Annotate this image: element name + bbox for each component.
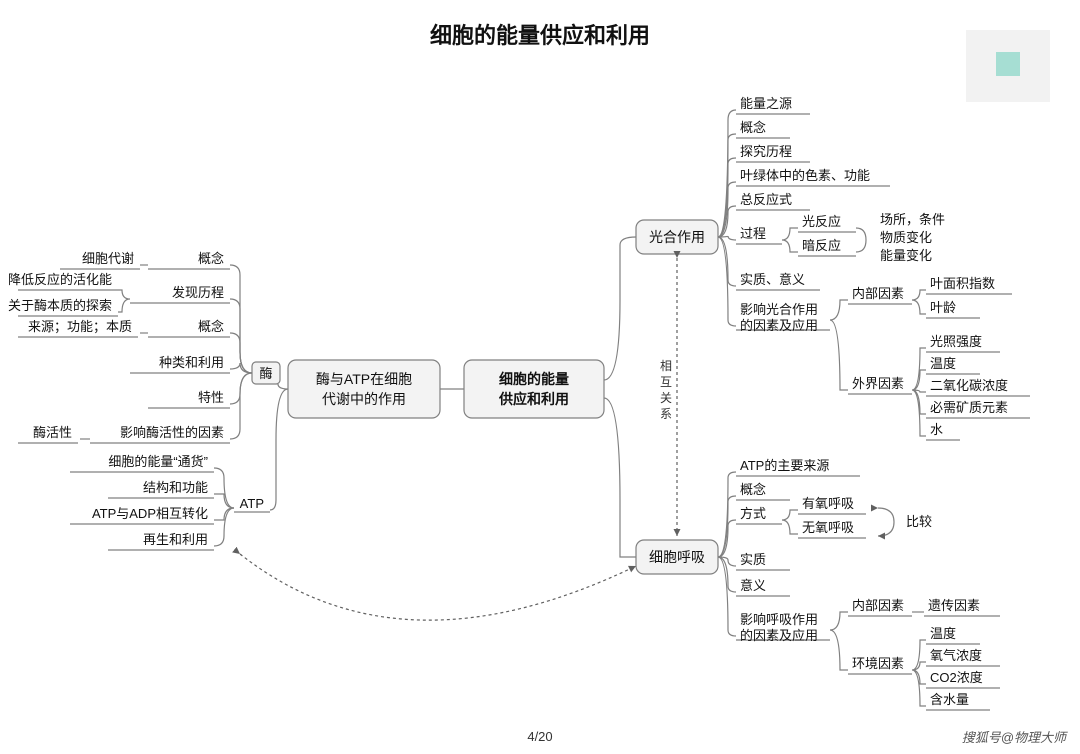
svg-text:概念: 概念 xyxy=(740,482,766,497)
enzyme-label: 酶 xyxy=(259,366,272,381)
svg-text:细胞代谢: 细胞代谢 xyxy=(82,251,134,266)
enz-i2: 发现历程 xyxy=(172,285,224,300)
svg-text:来源；功能；本质: 来源；功能；本质 xyxy=(28,319,132,335)
svg-text:必需矿质元素: 必需矿质元素 xyxy=(930,400,1008,415)
atp-i1: 细胞的能量“通货” xyxy=(108,454,208,469)
svg-text:温度: 温度 xyxy=(930,626,956,641)
svg-text:物质变化: 物质变化 xyxy=(880,230,932,245)
svg-text:概念: 概念 xyxy=(740,120,766,135)
enz-i6: 影响酶活性的因素 xyxy=(120,425,224,440)
svg-text:含水量: 含水量 xyxy=(930,692,969,707)
svg-text:酶活性: 酶活性 xyxy=(33,425,72,440)
svg-text:叶绿体中的色素、功能: 叶绿体中的色素、功能 xyxy=(740,168,870,183)
svg-text:的因素及应用: 的因素及应用 xyxy=(740,318,818,333)
enz-i3: 概念 xyxy=(198,319,224,334)
svg-text:ATP的主要来源: ATP的主要来源 xyxy=(740,458,829,473)
svg-text:叶面积指数: 叶面积指数 xyxy=(930,276,995,291)
svg-text:方式: 方式 xyxy=(740,506,766,521)
left-hub: 酶与ATP在细胞 xyxy=(316,371,412,387)
svg-text:探究历程: 探究历程 xyxy=(740,144,792,159)
center-node: 细胞的能量 xyxy=(499,371,569,387)
svg-text:叶龄: 叶龄 xyxy=(930,300,956,315)
svg-text:氧气浓度: 氧气浓度 xyxy=(930,648,982,663)
svg-text:光反应: 光反应 xyxy=(802,214,841,229)
mindmap-svg: 细胞的能量 供应和利用 酶与ATP在细胞 代谢中的作用 酶 概念 细胞代谢 发现… xyxy=(0,0,1080,754)
svg-text:二氧化碳浓度: 二氧化碳浓度 xyxy=(930,378,1008,393)
svg-text:遗传因素: 遗传因素 xyxy=(928,598,980,613)
svg-text:降低反应的活化能: 降低反应的活化能 xyxy=(8,272,112,287)
svg-text:内部因素: 内部因素 xyxy=(852,598,904,613)
svg-text:外界因素: 外界因素 xyxy=(852,376,904,391)
svg-text:温度: 温度 xyxy=(930,356,956,371)
svg-text:实质: 实质 xyxy=(740,552,766,567)
page-number: 4/20 xyxy=(0,729,1080,744)
svg-text:能量之源: 能量之源 xyxy=(740,96,792,111)
atp-label: ATP xyxy=(240,496,264,511)
svg-text:能量变化: 能量变化 xyxy=(880,248,932,263)
svg-text:光照强度: 光照强度 xyxy=(930,334,982,349)
resp-label: 细胞呼吸 xyxy=(649,549,705,565)
svg-text:暗反应: 暗反应 xyxy=(802,238,841,253)
svg-text:环境因素: 环境因素 xyxy=(852,656,904,671)
atp-i3: ATP与ADP相互转化 xyxy=(92,506,208,521)
photo-label: 光合作用 xyxy=(649,229,705,245)
svg-text:场所，条件: 场所，条件 xyxy=(880,212,945,227)
enz-i4: 种类和利用 xyxy=(159,355,224,370)
svg-text:无氧呼吸: 无氧呼吸 xyxy=(802,520,854,535)
svg-text:关: 关 xyxy=(660,391,672,405)
atp-i4: 再生和利用 xyxy=(143,532,208,547)
svg-text:总反应式: 总反应式 xyxy=(740,192,792,207)
svg-text:影响光合作用: 影响光合作用 xyxy=(740,302,818,317)
svg-text:互: 互 xyxy=(660,375,672,389)
atp-i2: 结构和功能 xyxy=(143,480,208,495)
svg-text:比较: 比较 xyxy=(906,514,932,529)
svg-text:实质、意义: 实质、意义 xyxy=(740,272,805,287)
resp-branches xyxy=(718,472,736,636)
svg-text:CO2浓度: CO2浓度 xyxy=(930,670,983,685)
credit-text: 搜狐号@物理大师 xyxy=(962,727,1066,746)
svg-text:相: 相 xyxy=(660,359,672,373)
svg-text:的因素及应用: 的因素及应用 xyxy=(740,628,818,643)
svg-text:内部因素: 内部因素 xyxy=(852,286,904,301)
diagram-stage: 细胞的能量供应和利用 细胞的能量 供应和利用 酶与ATP在细胞 代谢中的作用 酶… xyxy=(0,0,1080,754)
svg-text:水: 水 xyxy=(930,422,943,437)
svg-text:代谢中的作用: 代谢中的作用 xyxy=(322,391,406,407)
svg-text:影响呼吸作用: 影响呼吸作用 xyxy=(740,612,818,627)
enz-i1: 概念 xyxy=(198,251,224,266)
svg-text:过程: 过程 xyxy=(740,226,766,241)
svg-text:意义: 意义 xyxy=(740,578,766,593)
svg-text:供应和利用: 供应和利用 xyxy=(498,391,569,407)
photo-branches xyxy=(718,110,736,326)
svg-text:有氧呼吸: 有氧呼吸 xyxy=(802,496,854,511)
svg-text:关于酶本质的探索: 关于酶本质的探索 xyxy=(8,298,112,313)
enz-i5: 特性 xyxy=(198,390,224,405)
svg-text:系: 系 xyxy=(660,407,672,421)
